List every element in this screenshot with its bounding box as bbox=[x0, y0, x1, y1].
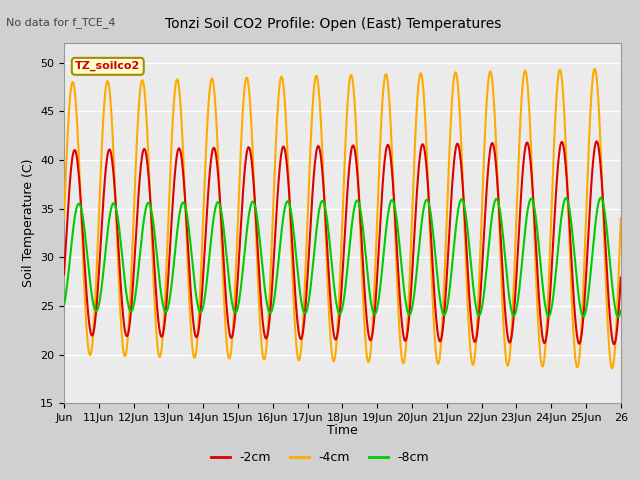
Text: Tonzi Soil CO2 Profile: Open (East) Temperatures: Tonzi Soil CO2 Profile: Open (East) Temp… bbox=[164, 17, 501, 31]
Legend: -2cm, -4cm, -8cm: -2cm, -4cm, -8cm bbox=[206, 446, 434, 469]
Text: TZ_soilco2: TZ_soilco2 bbox=[75, 61, 140, 72]
Text: No data for f_TCE_4: No data for f_TCE_4 bbox=[6, 17, 116, 28]
Y-axis label: Soil Temperature (C): Soil Temperature (C) bbox=[22, 159, 35, 288]
X-axis label: Time: Time bbox=[327, 424, 358, 437]
